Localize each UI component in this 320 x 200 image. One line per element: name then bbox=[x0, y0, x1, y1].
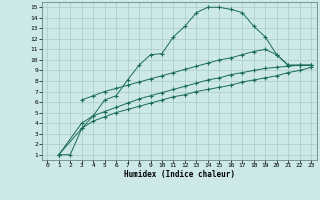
X-axis label: Humidex (Indice chaleur): Humidex (Indice chaleur) bbox=[124, 170, 235, 179]
